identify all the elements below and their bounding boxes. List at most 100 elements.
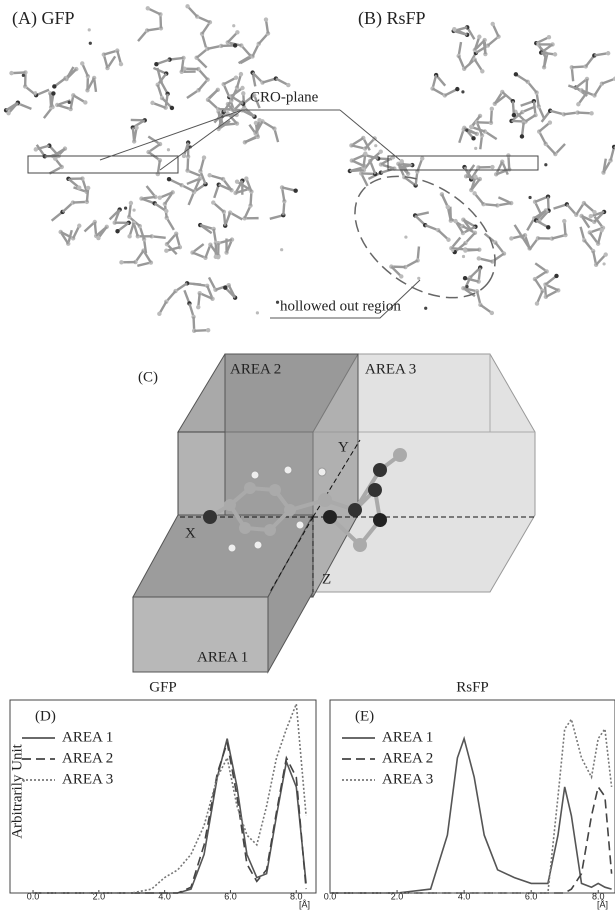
atom <box>158 196 162 200</box>
hollow-label: hollowed out region <box>280 298 401 314</box>
chart-title: RsFP <box>456 679 489 695</box>
panel-label: (D) <box>35 708 56 724</box>
atom <box>446 205 450 209</box>
atom <box>202 155 206 159</box>
atom <box>83 100 87 104</box>
legend-label: AREA 3 <box>382 771 433 787</box>
atom <box>453 219 457 223</box>
atom <box>490 165 494 169</box>
panel-label: (E) <box>355 708 374 724</box>
atom <box>150 101 154 105</box>
atom <box>164 209 168 213</box>
atom <box>463 248 467 252</box>
atom <box>86 186 90 190</box>
water <box>424 307 427 310</box>
atom <box>185 4 189 8</box>
atom <box>491 22 495 26</box>
plot-frame <box>10 700 316 893</box>
area-label: AREA 1 <box>197 649 248 665</box>
pointer <box>340 110 400 160</box>
pointer <box>160 110 242 170</box>
hydrogen <box>318 468 326 476</box>
atom <box>203 510 217 524</box>
atom <box>477 256 481 260</box>
atom <box>379 150 383 154</box>
area-label: AREA 3 <box>365 361 416 377</box>
atom <box>509 236 513 240</box>
water <box>167 148 170 151</box>
atom <box>235 179 239 183</box>
atom <box>129 201 133 205</box>
water <box>417 277 420 280</box>
water <box>232 24 235 27</box>
atom <box>514 72 518 76</box>
atom <box>562 219 566 223</box>
atom <box>546 225 550 229</box>
atom <box>233 43 237 47</box>
atom <box>157 312 161 316</box>
atom <box>393 448 407 462</box>
atom <box>477 35 481 39</box>
atom <box>239 522 251 534</box>
atom <box>603 252 607 256</box>
plot-frame <box>330 700 615 893</box>
x-tick-label: 8.0 <box>290 891 303 901</box>
atom <box>115 229 119 233</box>
water <box>280 248 283 251</box>
series-line <box>330 787 612 893</box>
atom <box>469 125 473 129</box>
atom <box>239 72 243 76</box>
atom <box>553 52 557 56</box>
atom <box>399 274 403 278</box>
atom <box>146 6 150 10</box>
hydrogen <box>228 544 236 552</box>
atom <box>284 504 296 516</box>
atom <box>234 75 238 79</box>
atom <box>373 463 387 477</box>
atom <box>34 147 38 151</box>
atom <box>547 35 551 39</box>
atom <box>167 177 171 181</box>
water <box>34 91 37 94</box>
atom <box>52 84 56 88</box>
x-tick-label: 6.0 <box>224 891 237 901</box>
water <box>462 255 465 258</box>
atom <box>554 274 558 278</box>
atom <box>264 17 268 21</box>
atom <box>206 328 210 332</box>
atom <box>257 118 261 122</box>
water <box>88 28 91 31</box>
atom <box>9 71 13 75</box>
atom <box>77 224 81 228</box>
atom <box>77 186 81 190</box>
water <box>451 249 454 252</box>
atom <box>506 153 510 157</box>
atom <box>211 200 215 204</box>
hydrogen <box>251 471 259 479</box>
panel-c-label: (C) <box>138 369 158 385</box>
atom <box>472 191 476 195</box>
atom <box>244 482 256 494</box>
hydrogen <box>284 466 292 474</box>
pointer <box>100 110 242 160</box>
atom <box>240 86 244 90</box>
gfp-structure <box>4 4 298 333</box>
atom <box>119 260 123 264</box>
hydrogen <box>254 541 262 549</box>
atom <box>535 301 539 305</box>
atom <box>452 27 456 31</box>
atom <box>286 83 290 87</box>
water <box>89 42 92 45</box>
atom <box>373 513 387 527</box>
atom <box>480 69 484 73</box>
atom <box>6 111 10 115</box>
atom <box>363 151 367 155</box>
atom <box>589 111 593 115</box>
atom <box>223 286 227 290</box>
atom <box>471 136 475 140</box>
water <box>474 147 477 150</box>
figure: (A) GFP (B) RsFP CRO-plane hollowed out … <box>0 0 615 911</box>
series-line <box>330 739 612 893</box>
legend-label: AREA 1 <box>62 729 113 745</box>
area-label: AREA 2 <box>230 361 281 377</box>
